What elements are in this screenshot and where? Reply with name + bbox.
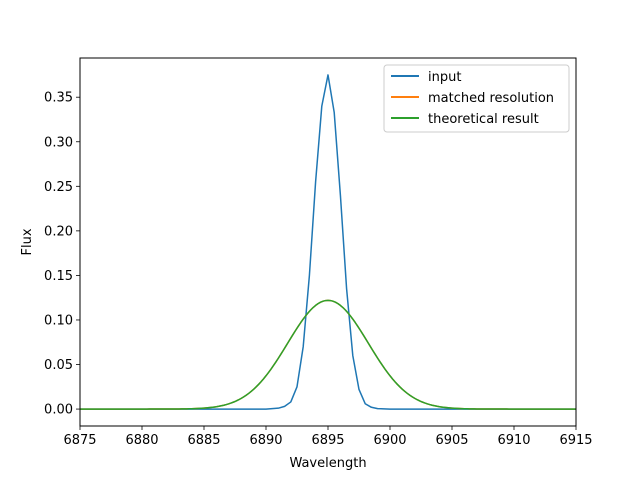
x-axis-label: Wavelength <box>289 456 366 471</box>
legend-frame <box>383 64 570 133</box>
series-line-theoretical-result <box>80 299 576 410</box>
y-axis: 0.00 0.05 0.10 0.15 0.20 0.25 0.30 0.35 <box>44 91 80 418</box>
y-tick-label: 0.20 <box>44 224 73 239</box>
x-tick-label: 6915 <box>559 433 592 448</box>
x-tick-label: 6880 <box>125 433 158 448</box>
series-line-matched-resolution <box>80 299 576 410</box>
series-layer <box>80 74 576 410</box>
x-tick-label: 6890 <box>249 433 282 448</box>
y-tick-label: 0.30 <box>44 135 73 150</box>
x-tick-label: 6900 <box>373 433 406 448</box>
x-axis: 6875 6880 6885 6890 6895 6900 6905 6910 6915 <box>63 426 593 448</box>
x-tick-label: 6905 <box>435 433 468 448</box>
x-tick-label: 6875 <box>63 433 96 448</box>
y-tick-label: 0.15 <box>44 269 73 284</box>
y-tick-label: 0.10 <box>44 313 73 328</box>
series-line-input <box>80 74 576 410</box>
y-tick-label: 0.35 <box>44 91 73 106</box>
legend-label-matched-resolution: matched resolution <box>428 91 554 106</box>
x-tick-label: 6910 <box>497 433 530 448</box>
x-tick-label: 6895 <box>311 433 344 448</box>
y-axis-label: Flux <box>20 228 35 255</box>
x-tick-label: 6885 <box>187 433 220 448</box>
legend-label-theoretical-result: theoretical result <box>428 112 539 127</box>
y-tick-label: 0.05 <box>44 358 73 373</box>
y-tick-label: 0.00 <box>44 403 73 418</box>
legend: input matched resolution theoretical res… <box>383 64 570 133</box>
legend-label-input: input <box>428 70 461 85</box>
y-tick-label: 0.25 <box>44 180 73 195</box>
